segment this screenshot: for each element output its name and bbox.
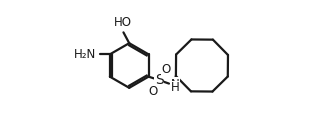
Text: H₂N: H₂N <box>74 48 96 61</box>
Text: O: O <box>161 62 170 76</box>
Text: HO: HO <box>114 16 132 29</box>
Text: N: N <box>171 78 180 91</box>
Text: S: S <box>155 73 164 87</box>
Text: H: H <box>171 81 180 94</box>
Text: O: O <box>148 85 158 98</box>
